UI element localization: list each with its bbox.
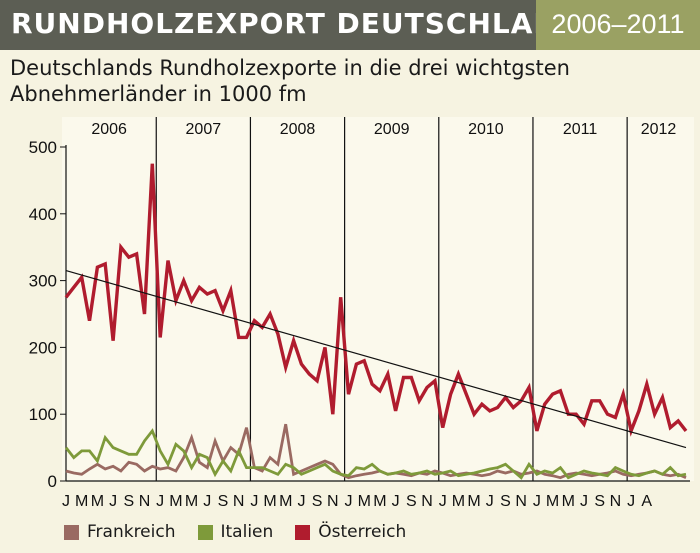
x-tick-label: J (486, 493, 494, 510)
header-years: 2006–2011 (551, 9, 685, 39)
x-tick-label: J (203, 493, 211, 510)
y-tick-label: 0 (48, 472, 57, 491)
header-years-bar: 2006–2011 (536, 0, 700, 50)
y-tick-label: 100 (29, 405, 57, 424)
y-tick-label: 300 (29, 272, 57, 291)
year-label: 2007 (186, 121, 222, 138)
x-tick-label: J (345, 493, 353, 510)
header-title: RUNDHOLZEXPORT DEUTSCHLAND (11, 7, 583, 40)
x-tick-label: N (233, 493, 245, 510)
x-tick-label: M (169, 493, 182, 510)
x-tick-label: M (373, 493, 386, 510)
x-tick-label: S (312, 493, 323, 510)
series-line-frankreich (65, 423, 687, 480)
x-tick-label: N (421, 493, 433, 510)
x-tick-label: M (279, 493, 292, 510)
legend-swatch-oesterreich (295, 524, 311, 540)
year-label: 2010 (468, 121, 504, 138)
y-tick-label: 400 (29, 205, 57, 224)
series-line-italien (64, 428, 687, 480)
year-label: 2011 (563, 121, 598, 138)
x-tick-label: S (123, 493, 134, 510)
x-tick-label: N (610, 493, 622, 510)
x-tick-label: M (562, 493, 575, 510)
chart-subtitle: Deutschlands Rundholzexporte in die drei… (10, 56, 570, 106)
x-tick-label: S (594, 493, 605, 510)
x-tick-label: M (358, 493, 371, 510)
x-tick-label: J (627, 493, 635, 510)
x-tick-label: S (218, 493, 229, 510)
header-title-bar: RUNDHOLZEXPORT DEUTSCHLAND (0, 0, 581, 50)
year-label: 2008 (280, 121, 316, 138)
series-line-oesterreich (64, 163, 688, 437)
legend-label-oesterreich: Österreich (318, 522, 407, 542)
legend-swatch-frankreich (64, 524, 79, 540)
x-tick-label: A (641, 493, 652, 510)
x-tick-label: N (327, 493, 339, 510)
x-tick-label: M (185, 493, 198, 510)
legend: Frankreich Italien Österreich (64, 520, 428, 544)
y-tick-label: 200 (29, 338, 57, 357)
x-tick-label: M (91, 493, 104, 510)
x-tick-label: N (515, 493, 527, 510)
x-tick-label: M (452, 493, 465, 510)
trend-line (65, 270, 687, 449)
year-label: 2012 (641, 121, 677, 138)
x-tick-label: J (533, 493, 541, 510)
legend-item-oesterreich: Österreich (295, 522, 406, 542)
x-tick-label: J (439, 493, 447, 510)
x-tick-label: M (75, 493, 88, 510)
x-tick-label: M (546, 493, 559, 510)
x-tick-label: J (109, 493, 117, 510)
x-tick-label: J (62, 493, 70, 510)
x-tick-label: M (467, 493, 480, 510)
x-tick-label: J (392, 493, 400, 510)
legend-label-frankreich: Frankreich (87, 522, 176, 542)
year-label: 2006 (91, 121, 127, 138)
legend-item-italien: Italien (197, 522, 274, 542)
x-tick-label: M (263, 493, 276, 510)
y-tick-label: 500 (29, 138, 57, 157)
x-tick-label: J (156, 493, 164, 510)
x-tick-label: J (250, 493, 258, 510)
x-tick-label: S (500, 493, 511, 510)
x-tick-label: S (406, 493, 417, 510)
x-tick-label: J (580, 493, 588, 510)
legend-swatch-italien (197, 524, 213, 540)
legend-label-italien: Italien (220, 522, 274, 542)
x-tick-label: J (297, 493, 305, 510)
x-tick-label: N (139, 493, 151, 510)
year-label: 2009 (374, 121, 410, 138)
legend-item-frankreich: Frankreich (64, 522, 176, 542)
